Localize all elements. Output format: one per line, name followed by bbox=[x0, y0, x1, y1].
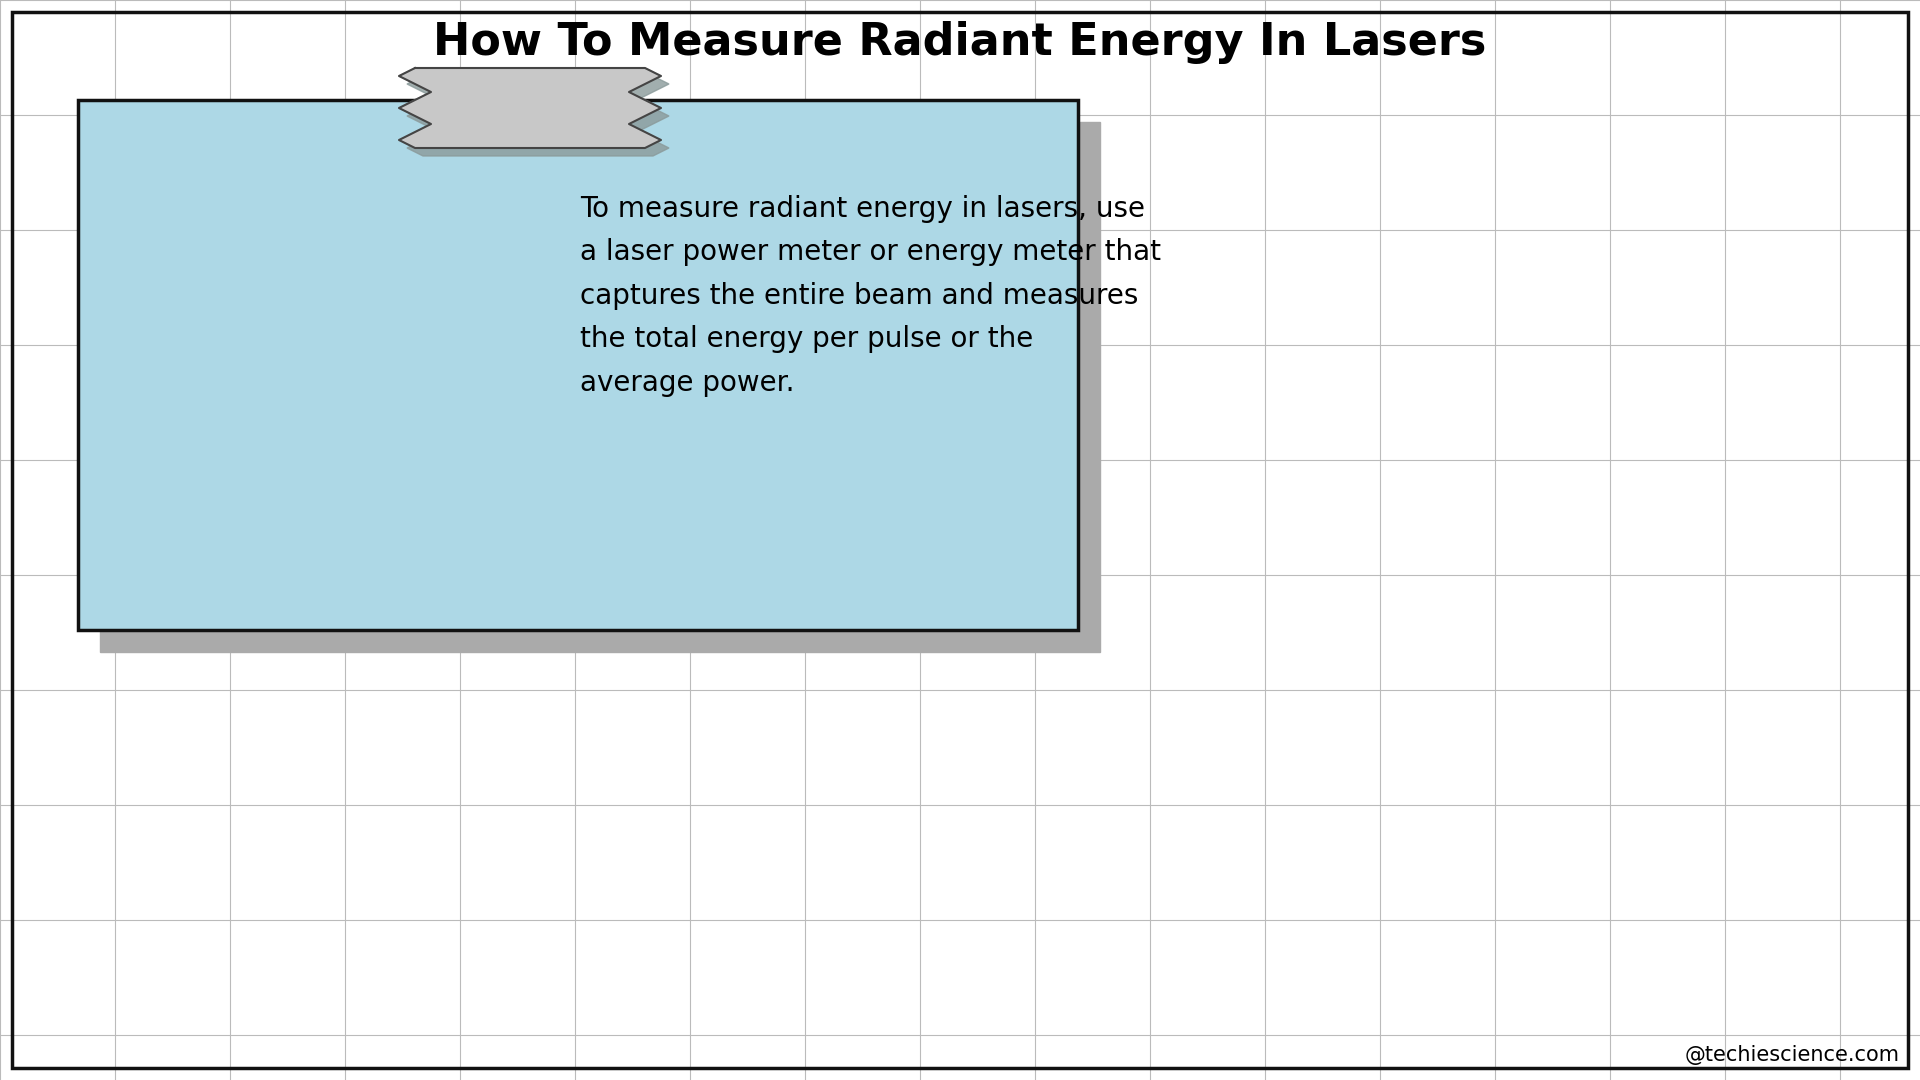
Bar bbox=[100, 122, 1100, 652]
Polygon shape bbox=[407, 76, 668, 156]
Polygon shape bbox=[399, 68, 660, 148]
Text: To measure radiant energy in lasers, use
a laser power meter or energy meter tha: To measure radiant energy in lasers, use… bbox=[580, 195, 1162, 396]
Text: How To Measure Radiant Energy In Lasers: How To Measure Radiant Energy In Lasers bbox=[434, 21, 1486, 64]
Bar bbox=[79, 100, 1077, 630]
Text: @techiescience.com: @techiescience.com bbox=[1686, 1045, 1901, 1065]
